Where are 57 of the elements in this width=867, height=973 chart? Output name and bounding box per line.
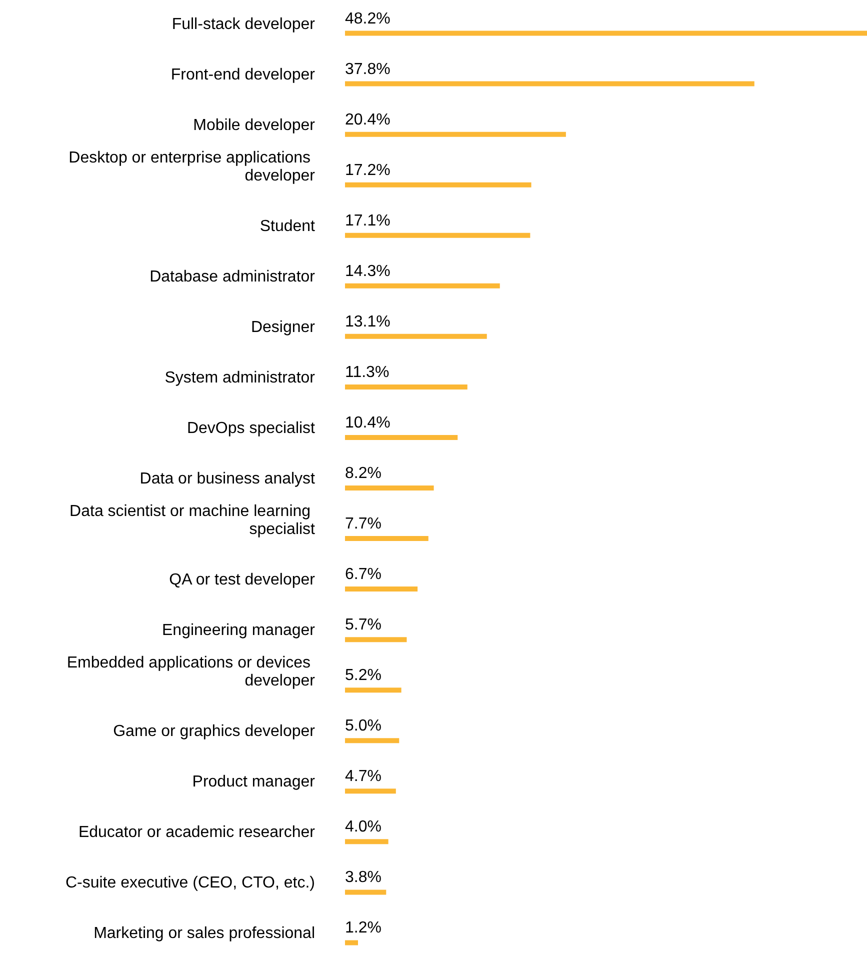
data-label: 8.2% [345,465,382,482]
data-label: 20.4% [345,111,390,128]
bar [345,81,754,86]
data-label: 3.8% [345,869,382,886]
y-tick-label: C-suite executive (CEO, CTO, etc.) [65,874,315,892]
bar [345,132,566,137]
y-tick-label: Marketing or sales professional [94,925,315,942]
y-tick-label: Desktop or enterprise applications developer [68,149,316,184]
y-tick-label: Database administrator [150,268,316,286]
data-label: 11.3% [345,364,390,381]
y-tick-label: Product manager [192,774,316,791]
bar [345,182,532,188]
data-label: 37.8% [345,60,390,78]
bar [345,384,468,390]
y-tick-label: Mobile developer [193,116,316,134]
data-label: 4.0% [345,818,382,836]
bar [345,940,358,946]
bar [345,586,418,592]
data-label: 1.2% [345,920,382,937]
y-tick-label: QA or test developer [169,572,316,589]
y-tick-label: Educator or academic researcher [78,824,316,842]
data-label: 4.7% [345,768,382,786]
data-label: 13.1% [345,313,390,330]
y-tick-label: Data or business analyst [140,470,316,488]
bar [345,839,388,844]
y-tick-label: Full-stack developer [172,16,316,33]
data-label: 6.7% [345,566,382,584]
bar [345,486,434,490]
bar [345,536,428,542]
y-tick-label: Game or graphics developer [113,723,316,740]
data-label: 5.2% [345,667,382,684]
data-label: 5.7% [345,616,382,634]
bar [345,334,487,339]
data-label: 48.2% [345,10,390,28]
y-tick-label: Student [260,218,316,235]
bar [345,283,500,288]
bar [345,30,867,36]
bar [345,434,458,440]
bar [345,232,530,238]
data-label: 5.0% [345,718,382,735]
data-label: 17.1% [345,212,390,230]
y-tick-label: DevOps specialist [186,420,316,437]
y-tick-label: Front-end developer [170,66,316,84]
y-tick-label: System administrator [164,369,316,386]
y-tick-label: Engineering manager [162,622,316,640]
bar [345,688,402,693]
data-label: 14.3% [345,262,390,280]
y-tick-label: Designer [250,318,316,336]
bar [345,637,407,642]
bar [345,890,386,895]
y-tick-label: Data scientist or machine learning specialist [70,503,316,538]
bar [345,788,396,794]
data-label: 10.4% [345,414,390,432]
y-tick-label: Embedded applications or devices developer [66,654,316,690]
data-label: 17.2% [345,162,390,179]
data-label: 7.7% [345,516,382,533]
bar [345,738,400,744]
